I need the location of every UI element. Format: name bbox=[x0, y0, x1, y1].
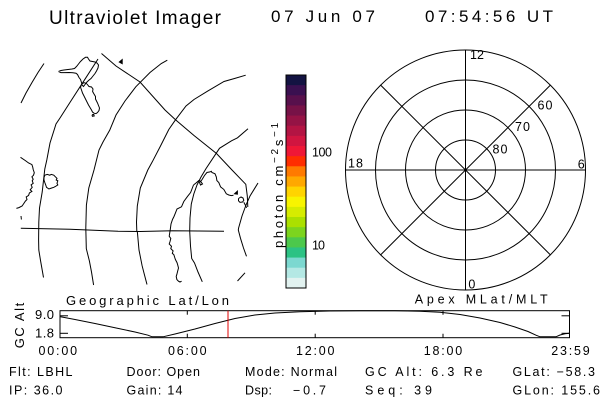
svg-text:Seq: 39: Seq: 39 bbox=[365, 384, 432, 398]
svg-text:Gain: 14: Gain: 14 bbox=[127, 384, 183, 398]
svg-text:GC Alt: 6.3 Re: GC Alt: 6.3 Re bbox=[365, 365, 483, 379]
svg-text:100: 100 bbox=[312, 146, 332, 160]
svg-text:12:00: 12:00 bbox=[296, 344, 335, 358]
svg-text:07:54:56 UT: 07:54:56 UT bbox=[425, 7, 553, 26]
svg-text:GLon: 155.6: GLon: 155.6 bbox=[513, 384, 600, 398]
svg-text:70: 70 bbox=[515, 120, 530, 134]
svg-text:18: 18 bbox=[348, 157, 363, 171]
svg-text:80: 80 bbox=[493, 143, 508, 157]
svg-text:9.0: 9.0 bbox=[35, 307, 54, 322]
svg-text:Dsp:: Dsp: bbox=[245, 384, 272, 398]
svg-text:Ultraviolet Imager: Ultraviolet Imager bbox=[49, 8, 222, 29]
svg-text:Flt: LBHL: Flt: LBHL bbox=[9, 365, 73, 379]
svg-text:Geographic Lat/Lon: Geographic Lat/Lon bbox=[66, 293, 229, 308]
svg-text:23:59: 23:59 bbox=[551, 344, 590, 358]
svg-text:00:00: 00:00 bbox=[39, 344, 78, 358]
svg-text:photon cm−2s−1: photon cm−2s−1 bbox=[270, 120, 286, 248]
svg-text:GLat: −58.3: GLat: −58.3 bbox=[513, 365, 596, 379]
svg-text:Door: Open: Door: Open bbox=[127, 365, 201, 379]
svg-text:6: 6 bbox=[578, 157, 585, 171]
svg-text:60: 60 bbox=[538, 99, 553, 113]
svg-text:IP: 36.0: IP: 36.0 bbox=[9, 384, 63, 398]
svg-text:06:00: 06:00 bbox=[168, 344, 207, 358]
svg-text:12: 12 bbox=[470, 48, 484, 62]
svg-text:10: 10 bbox=[312, 238, 325, 252]
svg-text:Apex MLat/MLT: Apex MLat/MLT bbox=[415, 293, 548, 307]
svg-text:GC Alt: GC Alt bbox=[12, 302, 27, 348]
svg-text:18:00: 18:00 bbox=[424, 344, 463, 358]
svg-text:1.8: 1.8 bbox=[35, 326, 54, 341]
svg-text:−0.7: −0.7 bbox=[293, 384, 326, 398]
svg-text:07 Jun 07: 07 Jun 07 bbox=[271, 7, 375, 26]
svg-text:Mode: Normal: Mode: Normal bbox=[245, 365, 337, 379]
svg-text:0: 0 bbox=[468, 278, 475, 292]
